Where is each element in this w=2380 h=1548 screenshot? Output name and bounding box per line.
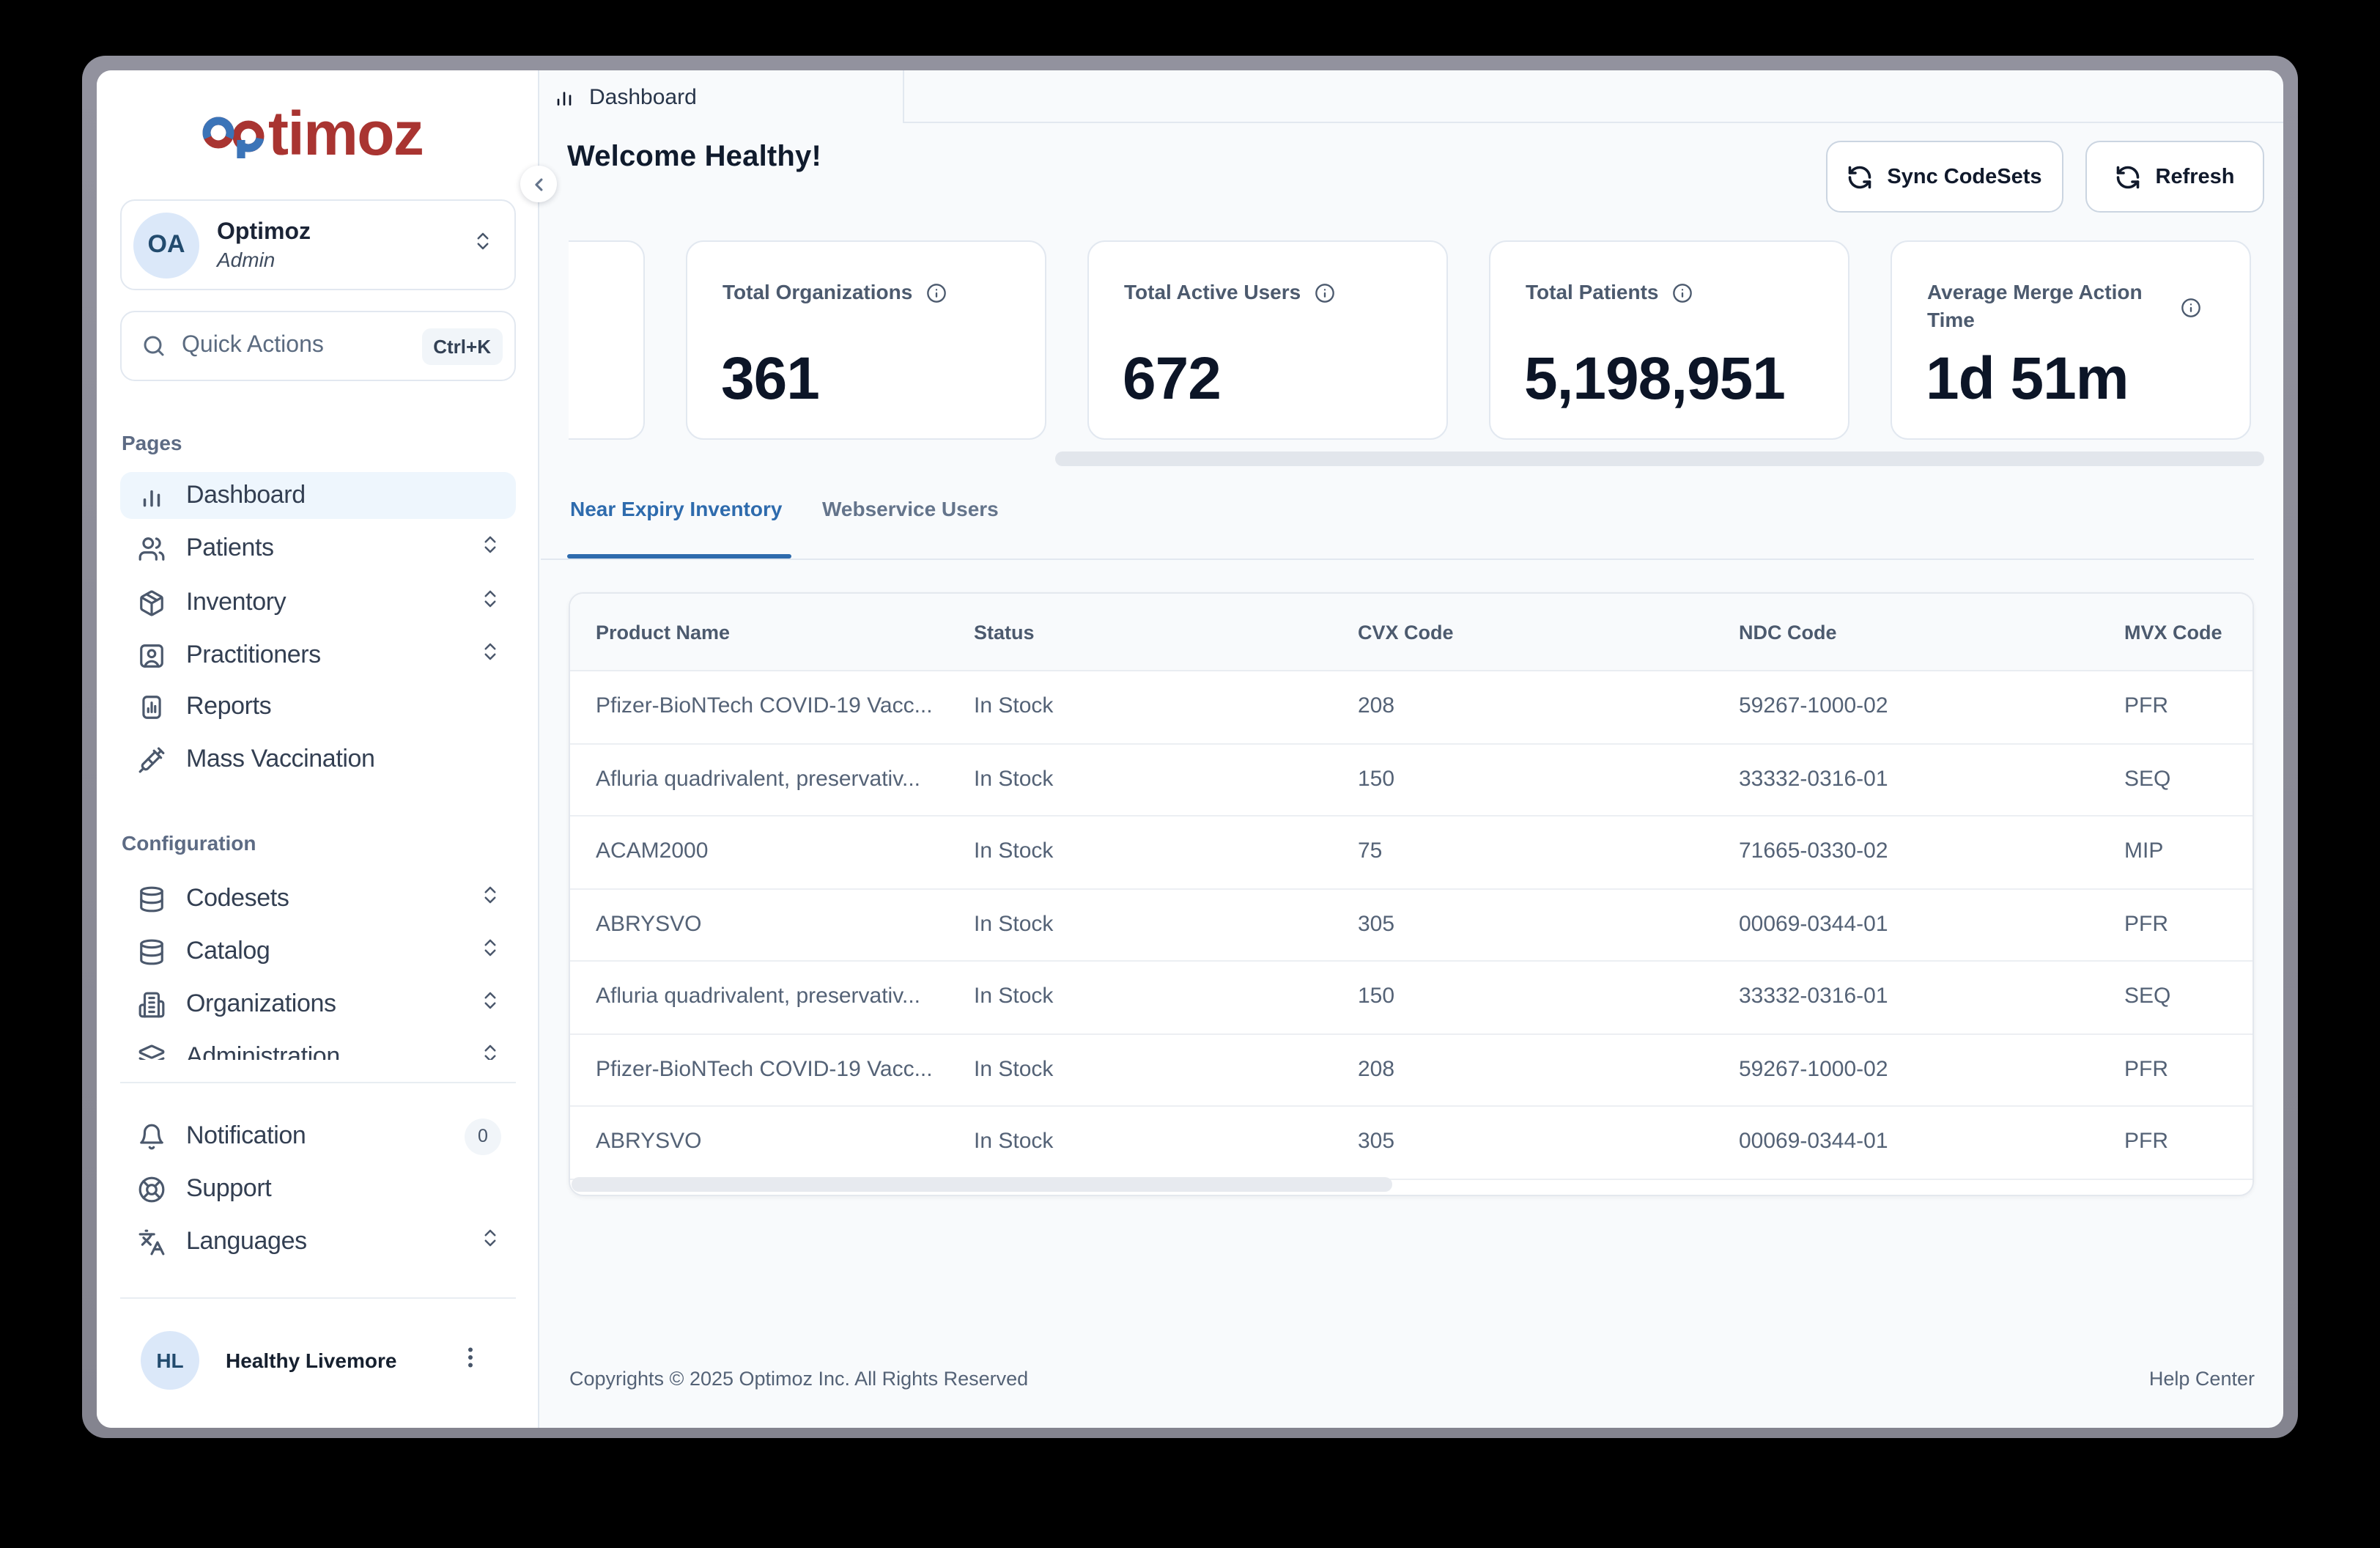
svg-text:timoz: timoz [268, 106, 423, 161]
